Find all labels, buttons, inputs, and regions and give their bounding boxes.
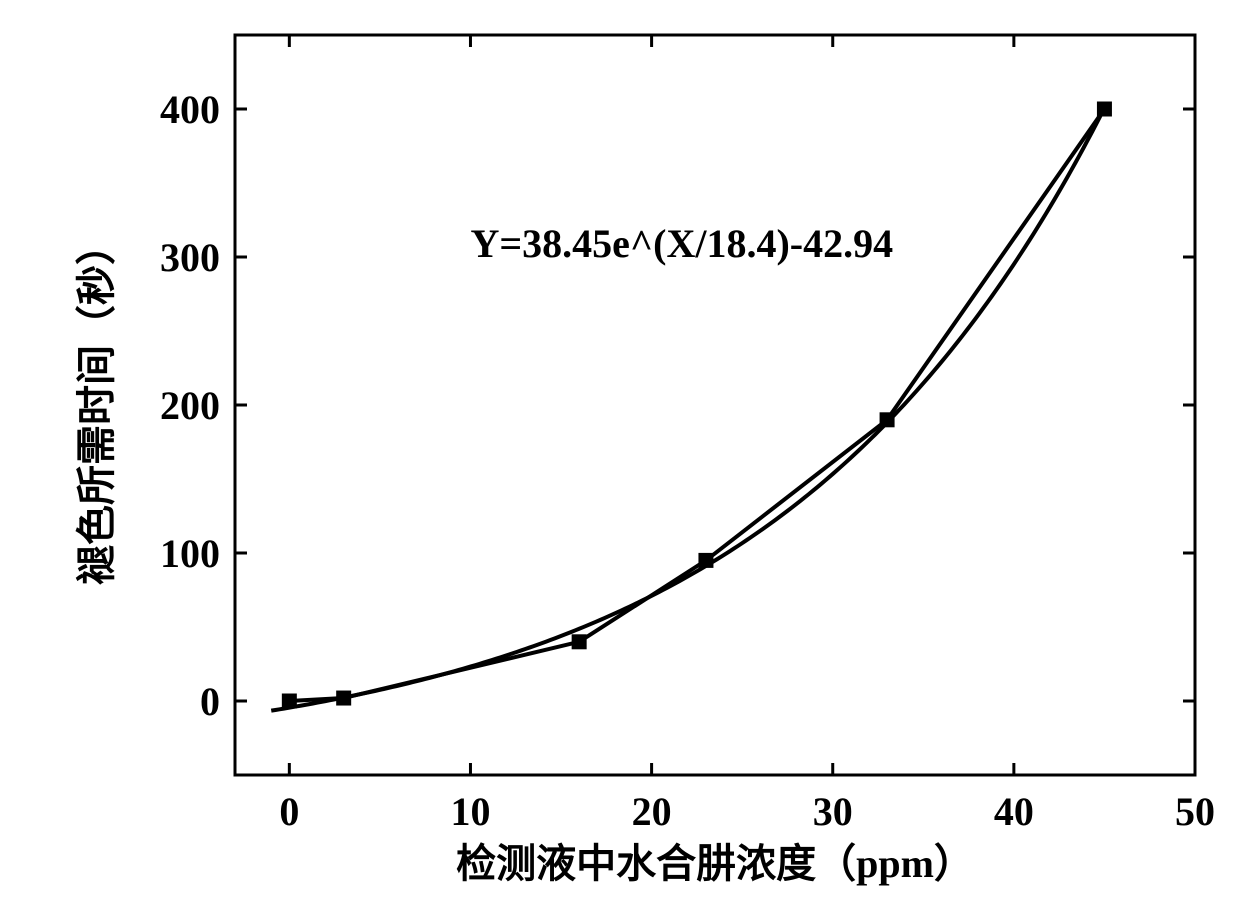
equation-annotation: Y=38.45e^(X/18.4)-42.94 bbox=[470, 221, 893, 266]
data-marker bbox=[282, 694, 296, 708]
y-tick-label: 400 bbox=[160, 87, 220, 132]
x-tick-label: 40 bbox=[994, 789, 1034, 834]
x-axis-label: 检测液中水合肼浓度（ppm） bbox=[456, 841, 974, 886]
y-tick-label: 0 bbox=[200, 679, 220, 724]
x-tick-label: 30 bbox=[813, 789, 853, 834]
x-tick-label: 50 bbox=[1175, 789, 1215, 834]
x-tick-label: 20 bbox=[632, 789, 672, 834]
data-marker bbox=[572, 635, 586, 649]
chart-svg: 0 10 20 30 40 50 0 100 200 300 400 检测液中水合肼浓度（ppm） 褪色… bbox=[0, 0, 1240, 921]
y-axis-label: 褪色所需时间（秒） bbox=[74, 225, 119, 585]
chart-container: 0 10 20 30 40 50 0 100 200 300 400 检测液中水合肼浓度（ppm） 褪色… bbox=[0, 0, 1240, 921]
data-marker bbox=[1097, 102, 1111, 116]
data-marker bbox=[880, 413, 894, 427]
y-tick-label: 100 bbox=[160, 531, 220, 576]
data-marker bbox=[699, 553, 713, 567]
x-tick-label: 10 bbox=[450, 789, 490, 834]
data-marker bbox=[337, 691, 351, 705]
chart-bg bbox=[0, 0, 1240, 921]
y-tick-label: 200 bbox=[160, 383, 220, 428]
y-tick-label: 300 bbox=[160, 235, 220, 280]
x-tick-label: 0 bbox=[279, 789, 299, 834]
